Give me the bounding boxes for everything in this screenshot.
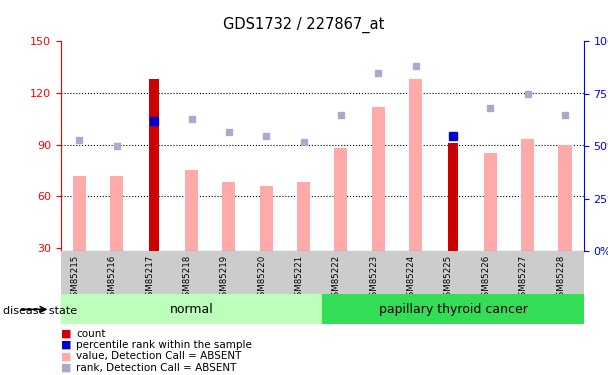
Text: rank, Detection Call = ABSENT: rank, Detection Call = ABSENT: [76, 363, 237, 372]
Bar: [322, 294, 584, 324]
Bar: [334, 148, 347, 251]
Text: GSM85227: GSM85227: [519, 255, 528, 302]
Text: papillary thyroid cancer: papillary thyroid cancer: [379, 303, 527, 316]
Text: disease state: disease state: [3, 306, 77, 315]
Text: normal: normal: [170, 303, 213, 316]
Text: GSM85224: GSM85224: [407, 255, 416, 302]
Bar: [521, 140, 534, 251]
Text: GSM85220: GSM85220: [257, 255, 266, 302]
Text: GSM85215: GSM85215: [71, 255, 80, 302]
Text: ■: ■: [61, 329, 71, 339]
Bar: [447, 143, 458, 251]
Text: percentile rank within the sample: percentile rank within the sample: [76, 340, 252, 350]
Bar: [185, 170, 198, 251]
Text: GSM85223: GSM85223: [369, 255, 378, 302]
Text: GSM85218: GSM85218: [182, 255, 192, 302]
Bar: [297, 182, 310, 251]
Bar: [149, 79, 159, 251]
Text: GSM85219: GSM85219: [220, 255, 229, 302]
Bar: [260, 186, 273, 251]
Bar: [559, 144, 572, 251]
Text: GSM85222: GSM85222: [332, 255, 341, 302]
Text: value, Detection Call = ABSENT: value, Detection Call = ABSENT: [76, 351, 241, 361]
Text: GSM85221: GSM85221: [294, 255, 303, 302]
Bar: [484, 153, 497, 251]
Bar: [409, 79, 422, 251]
Bar: [110, 176, 123, 251]
Text: GSM85228: GSM85228: [556, 255, 565, 302]
Text: ■: ■: [61, 351, 71, 361]
Bar: [371, 106, 385, 251]
Text: GSM85217: GSM85217: [145, 255, 154, 302]
Text: GSM85225: GSM85225: [444, 255, 453, 302]
Text: count: count: [76, 329, 106, 339]
Text: GDS1732 / 227867_at: GDS1732 / 227867_at: [223, 17, 385, 33]
Text: GSM85216: GSM85216: [108, 255, 117, 302]
Bar: [73, 176, 86, 251]
Text: ■: ■: [61, 340, 71, 350]
Text: GSM85226: GSM85226: [482, 255, 490, 302]
Text: ■: ■: [61, 363, 71, 372]
Bar: [223, 182, 235, 251]
Bar: [61, 294, 322, 324]
